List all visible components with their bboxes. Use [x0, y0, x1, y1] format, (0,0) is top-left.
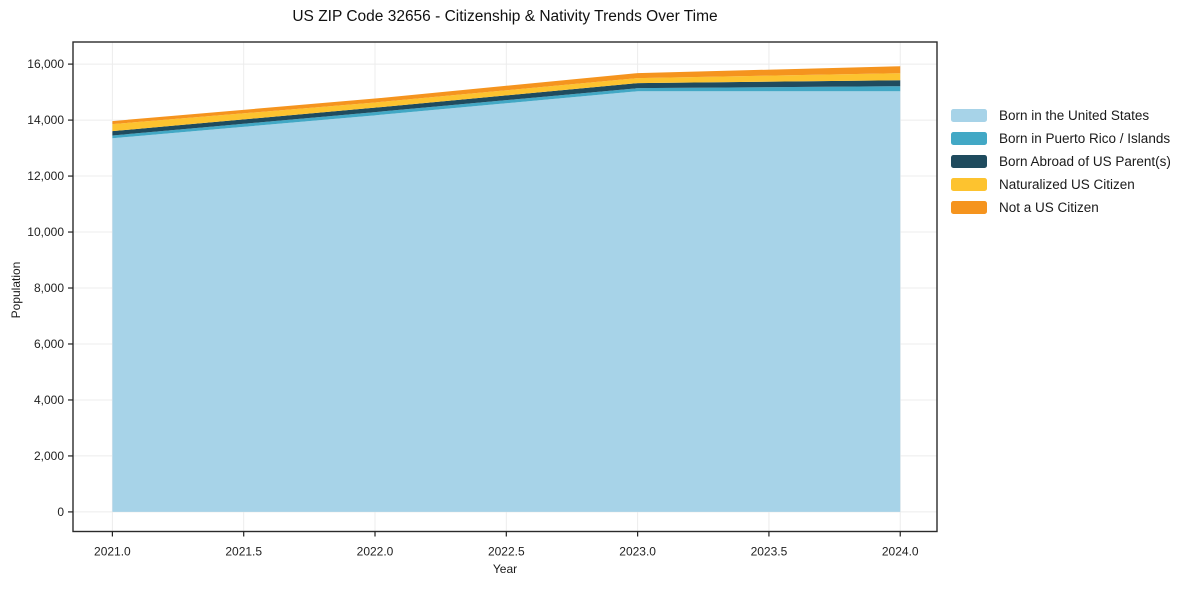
legend-item-born-abroad: Born Abroad of US Parent(s)	[951, 153, 1171, 169]
y-tick-label: 2,000	[34, 449, 64, 463]
x-tick-label: 2023.5	[751, 545, 788, 559]
legend-swatch-born-puerto-rico	[951, 131, 987, 145]
y-axis-label: Population	[9, 261, 23, 319]
legend: Born in the United States Born in Puerto…	[951, 107, 1171, 222]
y-tick-label: 0	[57, 505, 64, 519]
legend-label: Born in Puerto Rico / Islands	[999, 130, 1171, 146]
x-tick-label: 2022.5	[488, 545, 525, 559]
y-tick-label: 12,000	[27, 169, 64, 183]
y-tick-label: 6,000	[34, 337, 64, 351]
legend-item-born-puerto-rico: Born in Puerto Rico / Islands	[951, 130, 1171, 146]
legend-item-not-citizen: Not a US Citizen	[951, 199, 1171, 215]
y-tick-label: 8,000	[34, 281, 64, 295]
x-axis-label: Year	[492, 562, 518, 576]
area-series-3	[112, 73, 901, 132]
x-tick-label: 2021.5	[225, 545, 262, 559]
area-series-4	[112, 66, 901, 125]
legend-swatch-naturalized	[951, 177, 987, 191]
legend-label: Naturalized US Citizen	[999, 176, 1135, 192]
legend-item-born-in-us: Born in the United States	[951, 107, 1171, 123]
legend-label: Not a US Citizen	[999, 199, 1099, 215]
chart-title: US ZIP Code 32656 - Citizenship & Nativi…	[292, 8, 718, 25]
y-tick-label: 16,000	[27, 57, 64, 71]
legend-label: Born Abroad of US Parent(s)	[999, 153, 1171, 169]
x-tick-label: 2022.0	[357, 545, 394, 559]
x-tick-label: 2021.0	[94, 545, 131, 559]
area-series-0	[112, 91, 901, 512]
y-tick-label: 4,000	[34, 393, 64, 407]
legend-swatch-born-abroad	[951, 154, 987, 168]
legend-label: Born in the United States	[999, 107, 1150, 123]
y-tick-label: 10,000	[27, 225, 64, 239]
legend-item-naturalized: Naturalized US Citizen	[951, 176, 1171, 192]
x-tick-label: 2024.0	[882, 545, 919, 559]
plot-border	[72, 41, 938, 533]
legend-swatch-not-citizen	[951, 200, 987, 214]
x-tick-label: 2023.0	[619, 545, 656, 559]
legend-swatch-born-in-us	[951, 108, 987, 122]
area-series-2	[112, 80, 901, 136]
y-tick-label: 14,000	[27, 113, 64, 127]
